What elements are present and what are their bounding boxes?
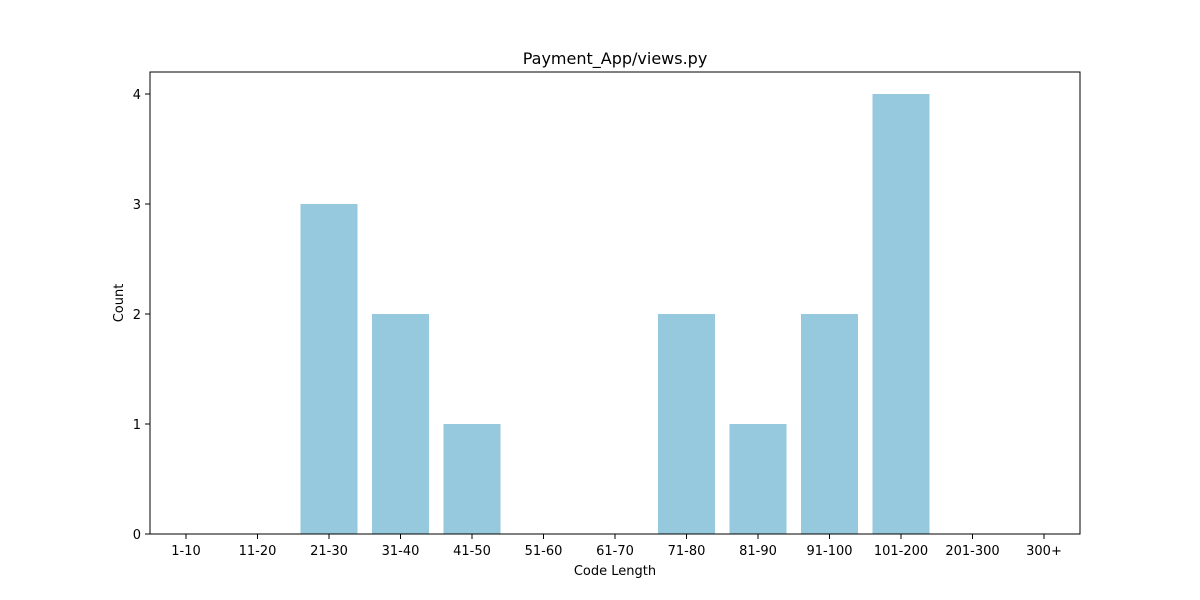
bar-71-80 (658, 314, 715, 534)
bar-91-100 (801, 314, 858, 534)
y-tick-label: 0 (133, 528, 141, 543)
bar-41-50 (443, 424, 501, 534)
y-tick-label: 4 (133, 88, 141, 103)
bar-101-200 (872, 94, 930, 534)
y-axis-ticks: 0 1 2 3 4 (133, 88, 150, 543)
y-tick-label: 2 (133, 308, 141, 323)
x-tick-label: 81-90 (739, 544, 777, 559)
x-tick-label: 101-200 (874, 544, 928, 559)
x-axis-ticks: 1-10 11-20 21-30 31-40 41-50 51-60 61-70 71-80 8… (171, 534, 1062, 559)
chart-title: Payment_App/views.py (523, 49, 708, 69)
x-tick-label: 31-40 (382, 544, 420, 559)
y-tick-label: 3 (133, 198, 141, 213)
plot-frame (149, 71, 1081, 535)
bars-group (300, 94, 930, 534)
x-tick-label: 61-70 (596, 544, 634, 559)
bar-21-30 (300, 204, 358, 534)
x-tick-label: 41-50 (453, 544, 491, 559)
x-tick-label: 91-100 (806, 544, 852, 559)
x-tick-label: 1-10 (171, 544, 201, 559)
x-axis-label: Code Length (574, 564, 656, 579)
x-tick-label: 11-20 (239, 544, 277, 559)
bar-31-40 (372, 314, 429, 534)
x-tick-label: 21-30 (310, 544, 348, 559)
x-tick-label: 300+ (1026, 544, 1062, 559)
y-axis-label: Count (112, 284, 127, 323)
x-tick-label: 71-80 (668, 544, 706, 559)
y-tick-label: 1 (133, 418, 141, 433)
x-tick-label: 201-300 (945, 544, 999, 559)
bar-81-90 (729, 424, 787, 534)
x-tick-label: 51-60 (525, 544, 563, 559)
